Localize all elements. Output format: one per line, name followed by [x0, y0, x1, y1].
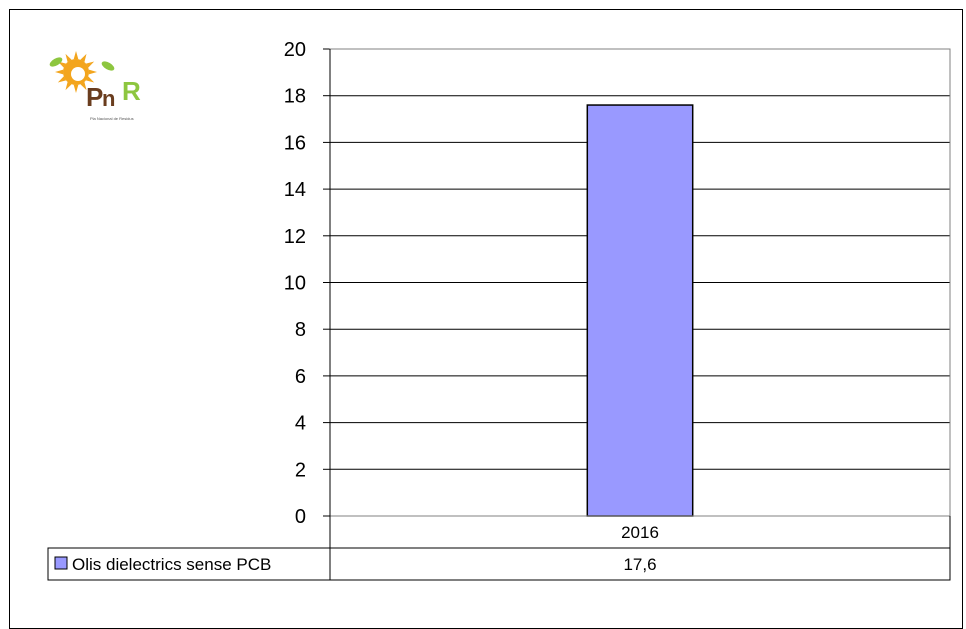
y-tick-label: 0 [295, 506, 306, 528]
y-tick-label: 18 [284, 86, 306, 108]
pnr-logo: P n R Pla Nacional de Residus [49, 51, 141, 121]
sun-ray [65, 53, 72, 63]
sun-rays-icon [55, 51, 97, 93]
y-tick-label: 6 [295, 366, 306, 388]
y-tick-label: 12 [284, 226, 306, 248]
y-tick-label: 4 [295, 413, 306, 435]
leaf-right-icon [101, 61, 115, 71]
chart-frame [9, 9, 963, 629]
data-table-header-2016: 2016 [621, 523, 659, 542]
sun-ray [73, 51, 79, 60]
sun-ray [85, 61, 95, 68]
y-tick-label: 20 [284, 39, 306, 61]
logo-letter-p: P [86, 82, 103, 112]
data-table-row-border [47, 547, 951, 581]
sun-swirl [71, 67, 85, 81]
y-tick-label: 16 [284, 132, 306, 154]
legend-key-swatch [54, 556, 68, 570]
sun-ray [55, 69, 64, 75]
y-axis-ticks: 0 2 4 6 8 10 12 14 16 18 20 [284, 39, 330, 528]
y-tick-label: 10 [284, 273, 306, 295]
sun-ray [80, 81, 87, 91]
sun-ray [85, 76, 95, 83]
y-tick-label: 8 [295, 319, 306, 341]
logo-letter-n: n [102, 86, 115, 111]
data-table-value-2016: 17,6 [623, 555, 656, 574]
legend-key-label: Olis dielectrics sense PCB [72, 555, 271, 574]
data-table: 2016 Olis dielectrics sense PCB 17,6 [47, 516, 951, 581]
bar-2016 [586, 104, 694, 517]
y-tick-label: 14 [284, 179, 306, 201]
logo-tagline: Pla Nacional de Residus [90, 116, 134, 121]
sun-ray [80, 53, 87, 63]
y-tick-label: 2 [295, 459, 306, 481]
leaf-left-icon [49, 57, 63, 67]
sun-ray [65, 81, 72, 91]
logo-letter-r: R [122, 76, 141, 106]
sun-ray [88, 69, 97, 75]
sun-ray [73, 84, 79, 93]
sun-ray [57, 76, 67, 83]
bars [586, 104, 694, 517]
